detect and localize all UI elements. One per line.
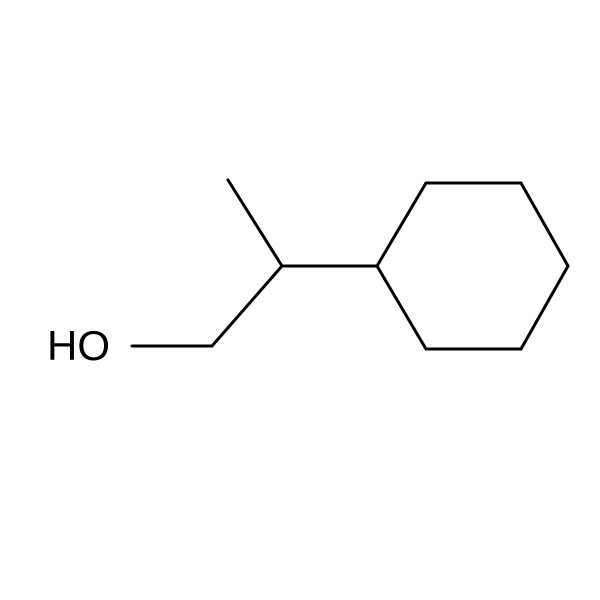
molecule-canvas: HO — [0, 0, 600, 600]
bond-layer — [132, 180, 568, 349]
bond — [228, 180, 282, 266]
bond — [521, 266, 568, 349]
atom-label-O: HO — [47, 322, 110, 369]
bond — [521, 183, 568, 266]
atom-label-layer: HO — [47, 322, 110, 369]
bond — [212, 266, 282, 346]
bond — [377, 266, 426, 349]
bond — [377, 183, 426, 266]
